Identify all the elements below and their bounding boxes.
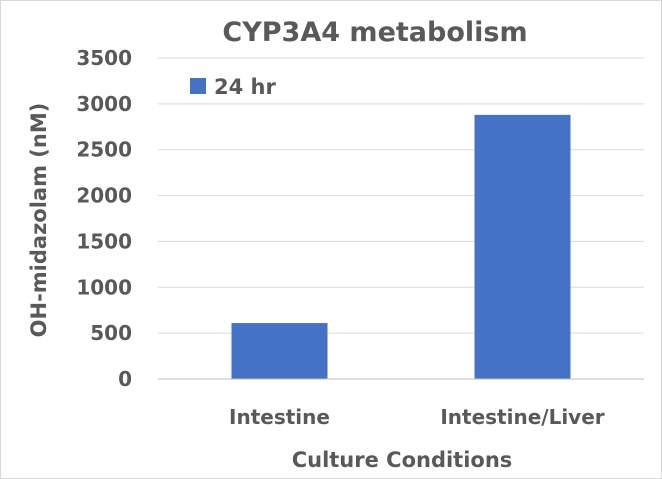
y-tick-label: 2500: [76, 138, 132, 162]
y-tick-label: 3000: [76, 92, 132, 116]
legend: 24 hr: [190, 75, 276, 99]
x-axis-ticks: Intestine Intestine/Liver: [229, 405, 605, 429]
y-tick-label: 2000: [76, 184, 132, 208]
legend-label: 24 hr: [214, 75, 276, 99]
y-tick-label: 500: [90, 321, 132, 345]
y-tick-label: 3500: [76, 46, 132, 70]
x-tick-label: Intestine: [229, 405, 330, 429]
y-axis-title: OH-midazolam (nM): [27, 103, 51, 338]
legend-swatch: [190, 78, 206, 94]
x-tick-label: Intestine/Liver: [440, 405, 604, 429]
y-tick-label: 1000: [76, 275, 132, 299]
x-axis-title: Culture Conditions: [292, 448, 513, 472]
y-tick-label: 0: [118, 367, 132, 391]
chart-title: CYP3A4 metabolism: [222, 17, 527, 48]
bar-intestine-liver: [474, 114, 571, 379]
bar-intestine: [231, 323, 328, 379]
bars: [231, 114, 571, 379]
gridlines: [158, 57, 644, 334]
y-axis-ticks: 0 500 1000 1500 2000 2500 3000 3500: [76, 46, 132, 391]
y-tick-label: 1500: [76, 229, 132, 253]
